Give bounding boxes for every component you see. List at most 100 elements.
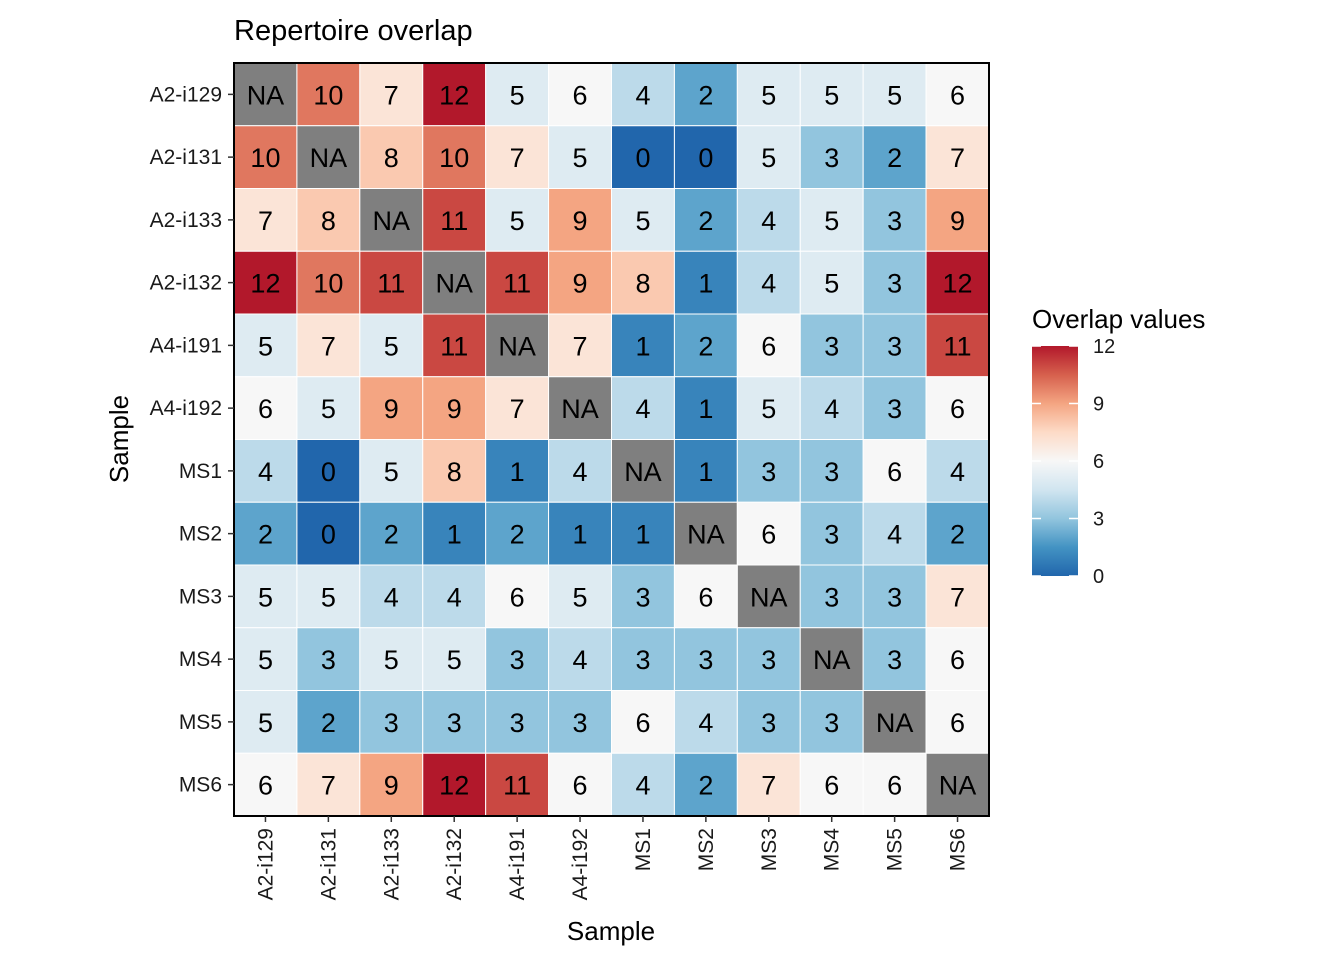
cell-value-label: 4	[635, 80, 650, 110]
heatmap-cell	[799, 250, 864, 315]
heatmap-cell	[422, 188, 487, 252]
heatmap-cell	[736, 376, 801, 440]
cell-value-label: 0	[321, 457, 336, 487]
cell-value-label: 3	[824, 520, 839, 550]
heatmap-cell	[233, 690, 298, 754]
heatmap-cell	[925, 250, 990, 315]
heatmap-cell	[736, 690, 801, 754]
cell-value-label: 1	[573, 520, 588, 550]
heatmap-cell	[925, 564, 990, 629]
cell-value-label: 5	[384, 457, 399, 487]
heatmap-cell	[485, 125, 550, 189]
heatmap-cell	[611, 690, 675, 754]
cell-value-label: 2	[698, 80, 713, 110]
heatmap-cell	[799, 690, 864, 754]
cell-value-label: 8	[321, 206, 336, 236]
heatmap-cell	[359, 501, 424, 566]
heatmap-cell	[548, 439, 612, 503]
x-tick-label: A2-i132	[443, 828, 466, 900]
x-axis: A2-i129 A2-i131 A2-i133 A2-i132 A4-i191 A4-i1…	[254, 816, 970, 900]
cell-value-label: 3	[384, 708, 399, 738]
cell-value-label: 6	[950, 80, 965, 110]
cell-value-label: 3	[824, 457, 839, 487]
heatmap-cell	[862, 564, 927, 629]
cell-value-label: 9	[447, 394, 462, 424]
cell-value-label: 1	[698, 394, 713, 424]
heatmap-cell	[485, 188, 550, 252]
cell-value-label: 6	[573, 771, 588, 801]
heatmap-cell	[673, 313, 738, 378]
cell-value-label: 3	[824, 331, 839, 361]
heatmap-cell	[359, 188, 424, 252]
heatmap-cell	[673, 564, 738, 629]
cell-value-label: 2	[698, 331, 713, 361]
heatmap-cell	[611, 313, 675, 378]
cell-value-label: 3	[761, 645, 776, 675]
cell-value-label: NA	[247, 80, 285, 110]
heatmap-cell	[422, 439, 487, 503]
heatmap-cell	[736, 439, 801, 503]
heatmap-cell	[296, 752, 361, 817]
y-tick-label: A4-i192	[150, 397, 222, 420]
heatmap-cell	[422, 690, 487, 754]
cell-value-label: NA	[624, 457, 662, 487]
cell-value-label: 6	[258, 394, 273, 424]
heatmap-cell	[296, 439, 361, 503]
cell-value-label: 9	[384, 771, 399, 801]
cell-value-label: 7	[384, 80, 399, 110]
heatmap-cell	[548, 564, 612, 629]
cell-value-label: 7	[573, 331, 588, 361]
heatmap-cell	[485, 439, 550, 503]
cell-value-label: 3	[635, 582, 650, 612]
heatmap-cell	[862, 752, 927, 817]
cell-value-label: 2	[698, 771, 713, 801]
cell-value-label: 0	[698, 143, 713, 173]
heatmap-cell	[799, 125, 864, 189]
heatmap-cell	[359, 564, 424, 629]
legend-title: Overlap values	[1032, 304, 1205, 334]
cell-value-label: 5	[384, 645, 399, 675]
x-tick-label: MS6	[947, 828, 970, 871]
heatmap-cell	[799, 627, 864, 691]
heatmap-cell	[862, 313, 927, 378]
cell-value-label: 2	[950, 520, 965, 550]
cell-value-label: 9	[573, 269, 588, 299]
cell-value-label: 4	[258, 457, 273, 487]
cell-value-label: 3	[887, 645, 902, 675]
heatmap-cell	[233, 250, 298, 315]
heatmap-cell	[233, 501, 298, 566]
y-tick-label: A2-i132	[150, 272, 222, 295]
heatmap-cell	[862, 627, 927, 691]
y-tick-label: MS4	[179, 648, 223, 671]
cell-value-label: 9	[384, 394, 399, 424]
x-tick-label: A2-i133	[380, 828, 403, 900]
cell-value-label: 7	[950, 582, 965, 612]
cell-value-label: 4	[384, 582, 399, 612]
cell-value-label: 11	[440, 206, 468, 236]
x-tick-label: MS2	[695, 828, 718, 871]
cell-value-label: 12	[439, 80, 469, 110]
cell-value-label: 4	[573, 645, 588, 675]
heatmap-cell	[611, 188, 675, 252]
cell-value-label: NA	[373, 206, 411, 236]
heatmap-cell	[673, 125, 738, 189]
cell-value-label: 5	[824, 206, 839, 236]
heatmap-cell	[673, 62, 738, 127]
heatmap-cell	[925, 627, 990, 691]
heatmap-cell	[799, 752, 864, 817]
cell-value-label: 7	[510, 394, 525, 424]
cell-value-label: 3	[824, 143, 839, 173]
cell-value-label: 3	[510, 708, 525, 738]
heatmap-cell	[799, 376, 864, 440]
cell-value-label: 5	[761, 80, 776, 110]
heatmap-cell	[548, 690, 612, 754]
cell-value-label: 3	[761, 708, 776, 738]
cell-value-label: 5	[761, 143, 776, 173]
heatmap-cell	[611, 627, 675, 691]
x-tick-label: A2-i131	[317, 828, 340, 900]
cell-value-label: 3	[761, 457, 776, 487]
heatmap-cell	[925, 501, 990, 566]
cell-value-label: 8	[384, 143, 399, 173]
legend: Overlap values 0 3 6 9 12	[1032, 304, 1205, 588]
heatmap-cell	[799, 62, 864, 127]
